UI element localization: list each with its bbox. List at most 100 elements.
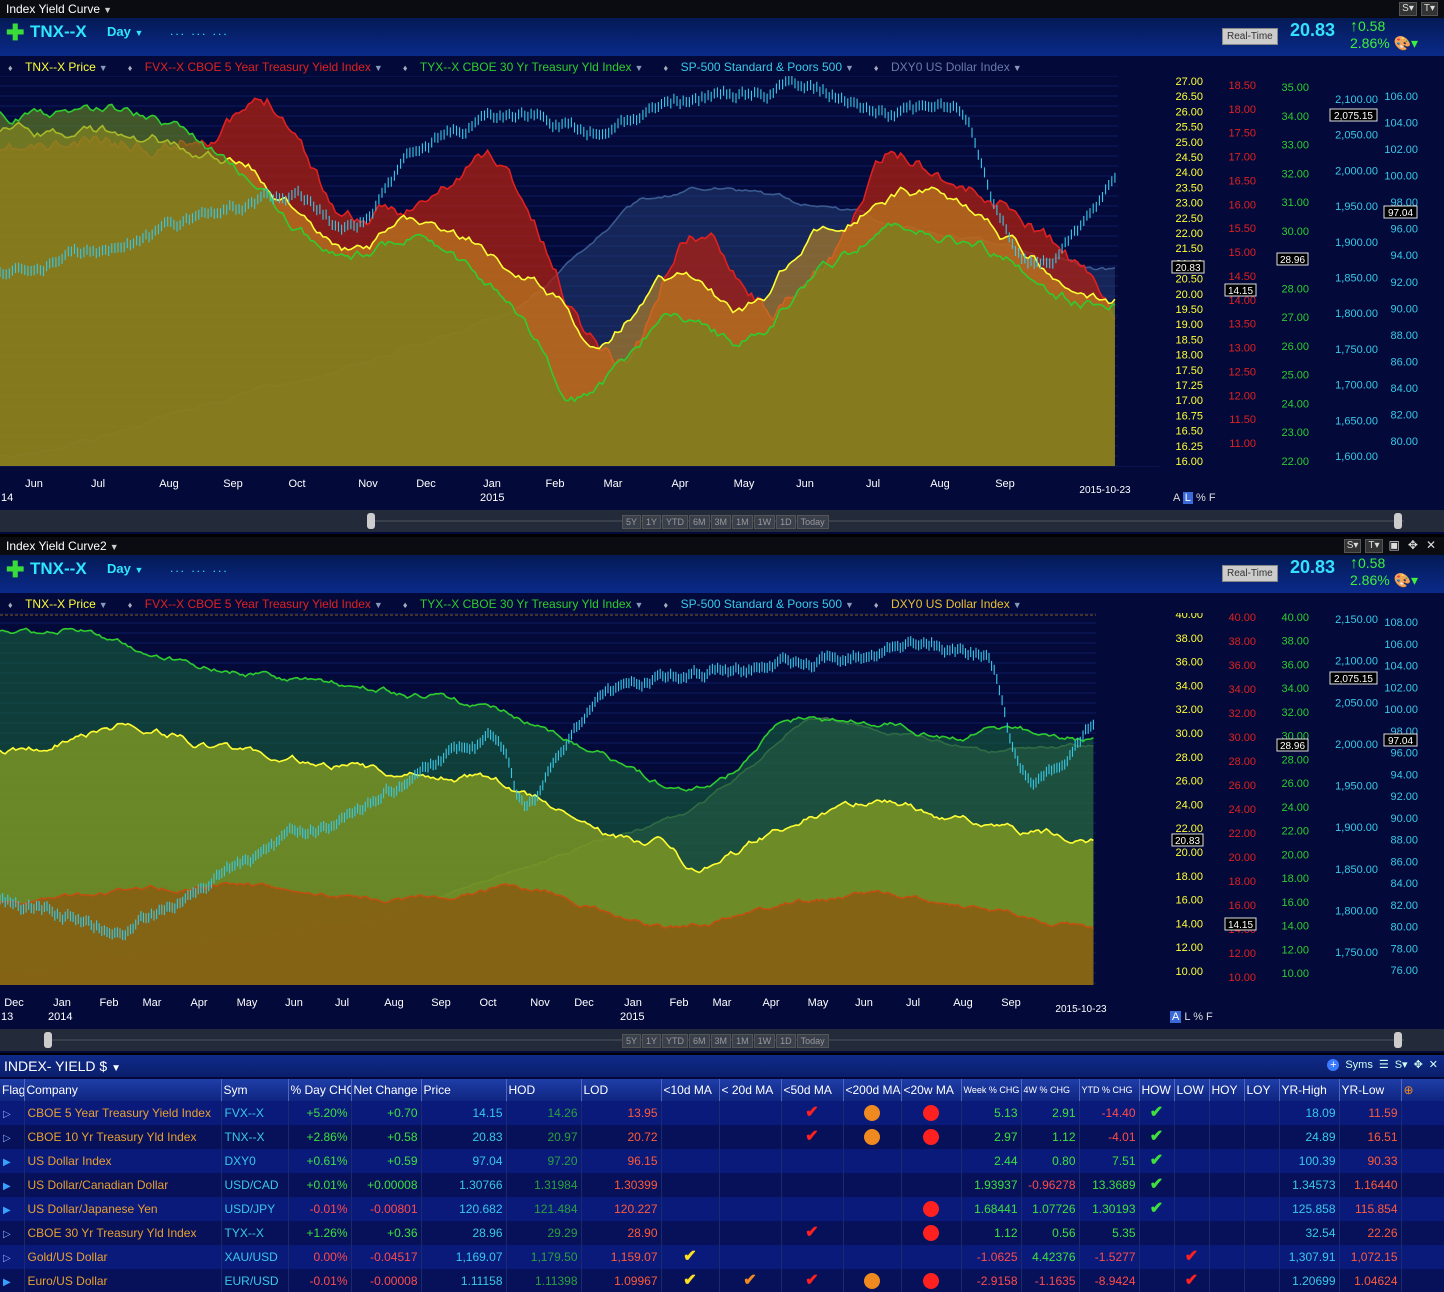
range-button[interactable]: 1Y xyxy=(642,515,662,529)
column-header[interactable]: <200d MA xyxy=(843,1079,902,1101)
range-button[interactable]: 1M xyxy=(732,1034,753,1048)
panel1-navigator[interactable]: 5Y 1Y YTD 6M 3M 1M 1W 1D Today xyxy=(0,510,1444,532)
close-icon[interactable]: ✕ xyxy=(1425,538,1436,552)
palette-icon[interactable]: 🎨▾ xyxy=(1393,572,1419,588)
range-button[interactable]: 1M xyxy=(732,515,753,529)
legend-item[interactable]: ♦ TNX--X Price ▼ xyxy=(8,60,118,74)
flag-icon[interactable]: ▷ xyxy=(3,1133,11,1144)
axis-mode-l[interactable]: L xyxy=(1182,492,1193,504)
tv-icon[interactable]: T▾ xyxy=(1420,2,1438,16)
range-button[interactable]: 1Y xyxy=(642,1034,662,1048)
sync-icon[interactable]: S▾ xyxy=(1343,539,1362,553)
range-button[interactable]: 1D xyxy=(776,515,796,529)
navigator-left-handle[interactable] xyxy=(44,1032,52,1048)
flag-icon[interactable]: ▶ xyxy=(3,1277,11,1288)
navigator-right-handle[interactable] xyxy=(1394,513,1402,529)
navigator-track[interactable] xyxy=(370,520,1404,522)
table-row[interactable]: ▶ Euro/US Dollar EUR/USD -0.01% -0.00008 1.11… xyxy=(0,1269,1444,1292)
syms-button[interactable]: Syms xyxy=(1345,1058,1373,1071)
range-button[interactable]: 5Y xyxy=(622,1034,642,1048)
range-button[interactable]: Today xyxy=(796,1034,829,1048)
sync-icon[interactable]: S▾ xyxy=(1399,2,1417,16)
add-symbol-icon[interactable]: + xyxy=(1327,1058,1340,1071)
table-row[interactable]: ▷ Gold/US Dollar XAU/USD 0.00% -0.04517 1,169… xyxy=(0,1245,1444,1269)
column-header[interactable]: LOY xyxy=(1244,1079,1280,1101)
table-row[interactable]: ▷ CBOE 10 Yr Treasury Yld Index TNX--X +2.8… xyxy=(0,1125,1444,1149)
chevron-down-icon[interactable]: ▼ xyxy=(98,600,108,610)
chevron-down-icon[interactable]: ▼ xyxy=(634,600,644,610)
chevron-down-icon[interactable]: ▼ xyxy=(1012,63,1022,73)
axis-mode-a[interactable]: A xyxy=(1173,492,1180,504)
table-row[interactable]: ▶ US Dollar/Japanese Yen USD/JPY -0.01% -0.0… xyxy=(0,1197,1444,1221)
legend-item[interactable]: ♦ SP-500 Standard & Poors 500 ▼ xyxy=(663,60,863,74)
range-button[interactable]: 6M xyxy=(689,1034,710,1048)
chevron-down-icon[interactable]: ▼ xyxy=(1012,600,1022,610)
column-header[interactable]: Sym xyxy=(221,1079,289,1101)
panel2-title[interactable]: Index Yield Curve2 xyxy=(6,539,107,553)
axis-mode-f[interactable]: F xyxy=(1206,1011,1213,1023)
column-header[interactable]: HOY xyxy=(1209,1079,1245,1101)
column-header[interactable]: YR-High xyxy=(1279,1079,1340,1101)
panel2-symbol[interactable]: TNX--X xyxy=(30,559,87,578)
move-icon[interactable]: ✥ xyxy=(1413,1059,1423,1071)
range-button[interactable]: 3M xyxy=(710,515,732,529)
axis-mode-f[interactable]: F xyxy=(1208,492,1216,504)
chevron-down-icon[interactable]: ▼ xyxy=(845,63,854,73)
axis-mode-l[interactable]: L xyxy=(1184,1011,1191,1023)
column-header[interactable]: YTD % CHG xyxy=(1079,1079,1140,1101)
add-symbol-icon[interactable]: ✚ xyxy=(6,20,25,45)
column-header[interactable]: <50d MA xyxy=(781,1079,844,1101)
table-row[interactable]: ▷ CBOE 5 Year Treasury Yield Index FVX--X +… xyxy=(0,1101,1444,1125)
panel2-period[interactable]: Day ▼ xyxy=(107,561,143,576)
flag-icon[interactable]: ▷ xyxy=(3,1253,11,1264)
axis-mode-a[interactable]: A xyxy=(1170,1011,1182,1023)
range-button[interactable]: YTD xyxy=(662,1034,689,1048)
range-button[interactable]: 3M xyxy=(710,1034,732,1048)
legend-item[interactable]: ♦ SP-500 Standard & Poors 500 ▼ xyxy=(663,597,863,611)
column-header[interactable]: <10d MA xyxy=(661,1079,720,1101)
move-icon[interactable]: ✥ xyxy=(1407,538,1418,552)
watchlist-title[interactable]: INDEX- YIELD $ xyxy=(4,1058,108,1074)
panel1-period[interactable]: Day ▼ xyxy=(107,24,143,39)
save-icon[interactable]: ▣ xyxy=(1388,538,1400,552)
legend-item[interactable]: ♦ TNX--X Price ▼ xyxy=(8,597,118,611)
legend-item[interactable]: ♦ TYX--X CBOE 30 Yr Treasury Yld Index ▼ xyxy=(403,60,654,74)
chevron-down-icon[interactable]: ▼ xyxy=(845,600,854,610)
panel2-chart[interactable]: 40.00 38.00 36.00 34.00 32.00 30.00 28.00 26.00… xyxy=(0,613,1444,1029)
range-button[interactable]: Today xyxy=(796,515,829,529)
flag-icon[interactable]: ▶ xyxy=(3,1157,11,1168)
range-button[interactable]: 5Y xyxy=(622,515,642,529)
column-header[interactable]: Company xyxy=(24,1079,222,1101)
realtime-button[interactable]: Real-Time xyxy=(1222,28,1278,45)
navigator-left-handle[interactable] xyxy=(367,513,375,529)
chevron-down-icon[interactable]: ▼ xyxy=(109,542,119,552)
close-icon[interactable]: ✕ xyxy=(1428,1059,1438,1071)
panel2-navigator[interactable]: 5Y 1Y YTD 6M 3M 1M 1W 1D Today xyxy=(0,1029,1444,1051)
range-button[interactable]: YTD xyxy=(662,515,689,529)
column-header[interactable]: 4W % CHG xyxy=(1021,1079,1080,1101)
legend-item[interactable]: ♦ DXY0 US Dollar Index ▼ xyxy=(874,597,1032,611)
panel1-symbol[interactable]: TNX--X xyxy=(30,22,87,41)
flag-icon[interactable]: ▷ xyxy=(3,1109,11,1120)
panel1-chart[interactable]: 27.00 26.50 26.00 25.50 25.00 24.50 24.00 23.50… xyxy=(0,76,1444,510)
legend-item[interactable]: ♦ DXY0 US Dollar Index ▼ xyxy=(874,60,1032,74)
tv-icon[interactable]: T▾ xyxy=(1365,539,1383,553)
panel1-dots[interactable]: ... ... ... xyxy=(170,24,229,38)
axis-mode-pct[interactable]: % xyxy=(1193,1011,1203,1023)
column-header[interactable]: Flag xyxy=(0,1079,25,1101)
flag-icon[interactable]: ▷ xyxy=(3,1229,11,1240)
column-header[interactable]: Price xyxy=(421,1079,507,1101)
column-header[interactable]: % Day CHG xyxy=(288,1079,352,1101)
chevron-down-icon[interactable]: ▼ xyxy=(373,600,383,610)
table-row[interactable]: ▶ US Dollar Index DXY0 +0.61% +0.59 97.04 97.2… xyxy=(0,1149,1444,1173)
column-header[interactable]: YR-Low xyxy=(1339,1079,1402,1101)
column-header[interactable]: HOD xyxy=(506,1079,582,1101)
column-add[interactable]: ⊕ xyxy=(1401,1079,1444,1101)
flag-icon[interactable]: ▶ xyxy=(3,1181,11,1192)
range-button[interactable]: 6M xyxy=(689,515,710,529)
panel2-dots[interactable]: ... ... ... xyxy=(170,561,229,575)
menu-icon[interactable]: ☰ xyxy=(1378,1059,1389,1071)
palette-icon[interactable]: 🎨▾ xyxy=(1393,35,1419,51)
add-symbol-icon[interactable]: ✚ xyxy=(6,557,25,582)
add-column-icon[interactable]: ⊕ xyxy=(1403,1083,1414,1097)
